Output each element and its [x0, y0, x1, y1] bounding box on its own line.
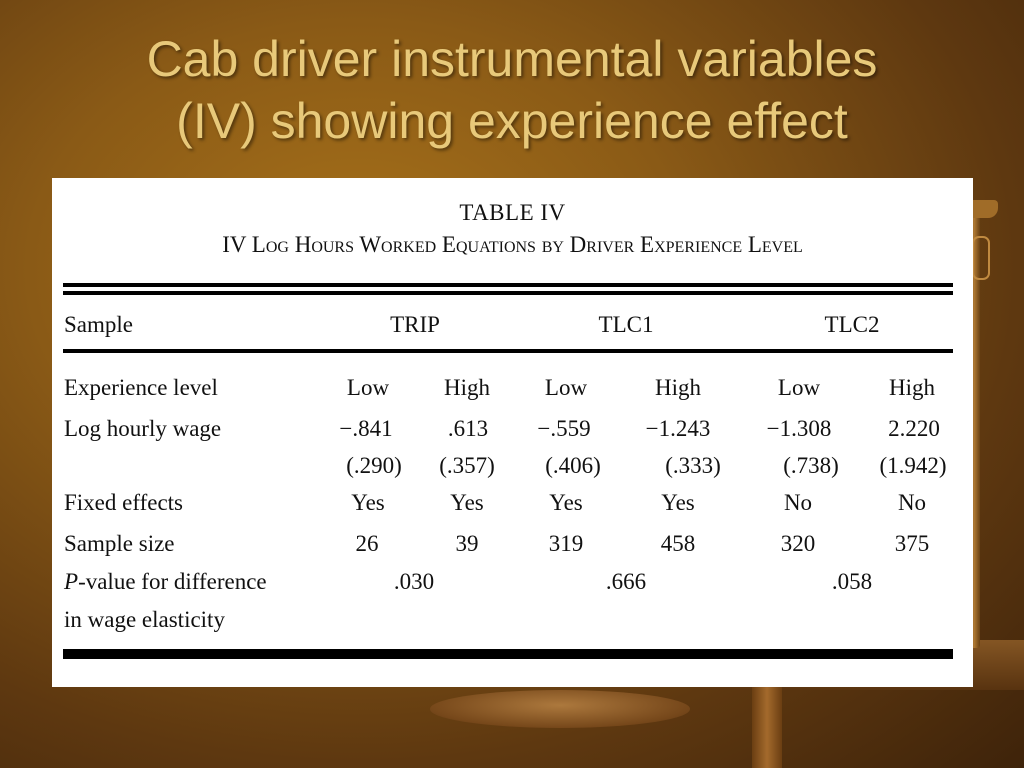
cell-se: (1.942): [879, 453, 947, 478]
slide-title: Cab driver instrumental variables (IV) s…: [0, 28, 1024, 152]
cell-experience: Low: [544, 375, 588, 400]
scale-base-decoration: [430, 690, 690, 728]
sample-header-label: Sample: [64, 312, 133, 337]
cell-se: (.333): [665, 453, 721, 478]
cell-wage: −.841: [339, 416, 393, 441]
slide-title-line-1: Cab driver instrumental variables: [146, 31, 878, 87]
cell-experience: High: [655, 375, 701, 400]
row-label-experience: Experience level: [64, 375, 218, 400]
cell-fixed: Yes: [661, 490, 695, 515]
cell-fixed: Yes: [549, 490, 583, 515]
slide-title-line-2: (IV) showing experience effect: [176, 93, 848, 149]
row-label-wage: Log hourly wage: [64, 416, 222, 441]
header-rule: [63, 349, 953, 353]
row-label-sample-size: Sample size: [64, 531, 175, 556]
top-rule-1: [63, 283, 953, 287]
cell-fixed: No: [783, 490, 813, 515]
cell-size: 26: [355, 531, 379, 556]
cell-experience: High: [444, 375, 490, 400]
pvalue-label-rest: -value for difference: [78, 569, 267, 594]
group-header-tlc1: TLC1: [598, 312, 654, 337]
cell-wage: −.559: [537, 416, 591, 441]
cell-size: 39: [455, 531, 479, 556]
cell-wage: .613: [447, 416, 489, 441]
cell-wage: −1.243: [645, 416, 711, 441]
row-label-pvalue-line2: in wage elasticity: [64, 607, 225, 632]
cell-experience: Low: [346, 375, 390, 400]
cell-size: 320: [780, 531, 816, 556]
cell-se: (.738): [783, 453, 839, 478]
cell-fixed: No: [897, 490, 927, 515]
cell-pvalue-trip: .030: [393, 569, 435, 594]
cell-pvalue-tlc1: .666: [605, 569, 647, 594]
cell-experience: Low: [777, 375, 821, 400]
cell-se: (.357): [439, 453, 495, 478]
cell-size: 319: [548, 531, 584, 556]
cell-experience: High: [889, 375, 935, 400]
row-label-pvalue: P-value for difference: [64, 568, 267, 596]
group-header-trip: TRIP: [390, 312, 440, 337]
group-header-tlc2: TLC2: [824, 312, 880, 337]
bottom-rule: [63, 649, 953, 659]
cell-se: (.290): [346, 453, 402, 478]
pvalue-label-p: P: [64, 569, 79, 594]
table-subtitle: IV Log Hours Worked Equations by Driver …: [222, 232, 803, 257]
cell-pvalue-tlc2: .058: [831, 569, 873, 594]
row-label-fixed-effects: Fixed effects: [64, 490, 184, 515]
table-title: TABLE IV: [459, 200, 566, 225]
cell-fixed: Yes: [450, 490, 484, 515]
cell-size: 458: [660, 531, 696, 556]
cell-wage: −1.308: [766, 416, 832, 441]
cell-fixed: Yes: [351, 490, 385, 515]
cell-size: 375: [894, 531, 930, 556]
top-rule-2: [63, 291, 953, 295]
table-card: TABLE IV IV Log Hours Worked Equations b…: [52, 178, 973, 687]
scale-chain-decoration: [972, 236, 990, 280]
cell-se: (.406): [545, 453, 601, 478]
cell-wage: 2.220: [888, 416, 940, 441]
